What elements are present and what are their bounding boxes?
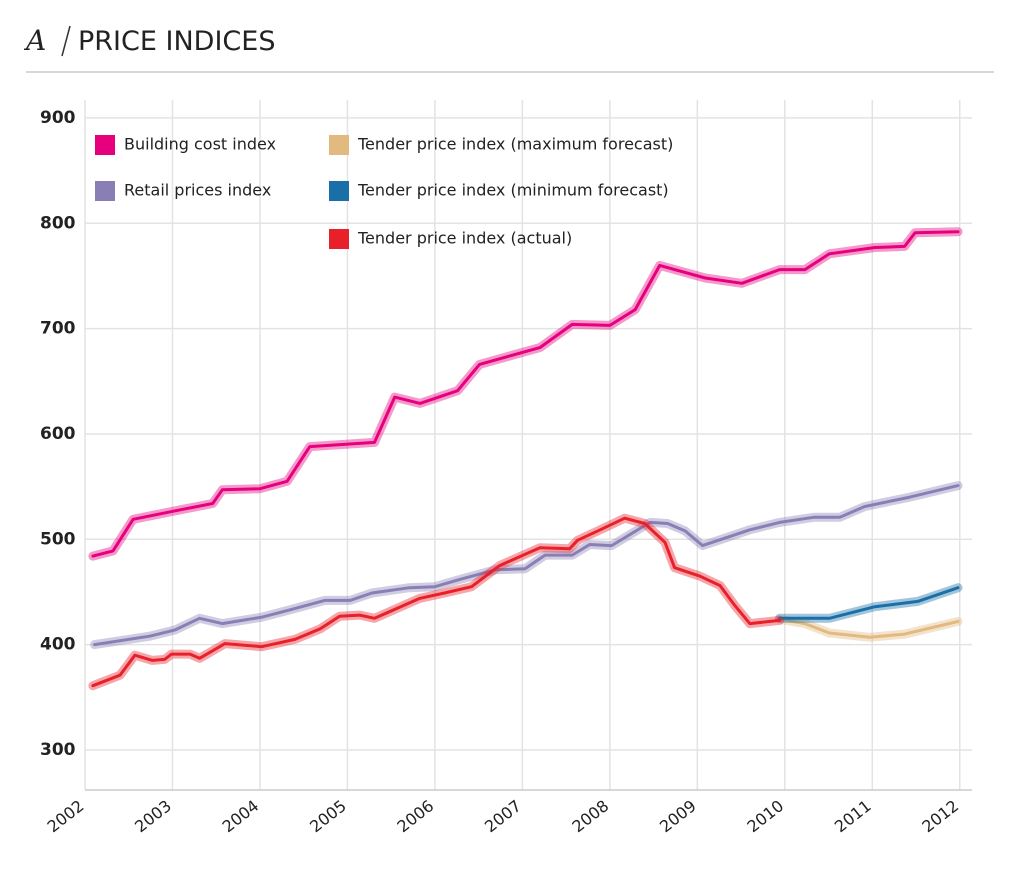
- x-tick-label: 2004: [219, 796, 263, 836]
- x-tick-label: 2005: [306, 796, 350, 836]
- chart-title: PRICE INDICES: [78, 26, 275, 57]
- series-line: [91, 230, 960, 558]
- separator: [61, 25, 71, 57]
- y-tick-label: 800: [40, 213, 76, 233]
- y-tick-label: 600: [40, 424, 76, 444]
- series-line: [91, 516, 782, 688]
- series-line: [778, 586, 960, 620]
- legend-swatch: [329, 135, 349, 155]
- legend-swatch: [95, 135, 115, 155]
- legend-swatch: [329, 181, 349, 201]
- y-tick-label: 300: [40, 740, 76, 760]
- x-tick-label: 2012: [918, 796, 962, 836]
- x-tick-label: 2003: [131, 796, 175, 836]
- legend-swatch: [329, 229, 349, 249]
- panel-label: A: [23, 24, 46, 57]
- series-halo: [88, 227, 963, 561]
- y-tick-label: 400: [40, 635, 76, 655]
- x-tick-label: 2010: [743, 796, 787, 836]
- series-line: [93, 484, 960, 647]
- legend-label: Tender price index (actual): [357, 229, 572, 248]
- legend-swatch: [95, 181, 115, 201]
- x-tick-label: 2009: [656, 796, 700, 836]
- series-halo: [775, 583, 963, 623]
- y-tick-label: 500: [40, 529, 76, 549]
- x-tick-label: 2002: [44, 796, 88, 836]
- x-tick-label: 2007: [481, 796, 525, 836]
- series-line: [778, 617, 960, 639]
- y-tick-label: 700: [40, 319, 76, 339]
- legend-label: Retail prices index: [124, 181, 271, 200]
- legend-label: Tender price index (maximum forecast): [357, 135, 673, 154]
- x-tick-label: 2011: [831, 796, 875, 836]
- legend-label: Tender price index (minimum forecast): [357, 181, 669, 200]
- x-tick-label: 2006: [394, 796, 438, 836]
- y-tick-label: 900: [40, 108, 76, 128]
- legend-label: Building cost index: [124, 135, 276, 154]
- series-halo: [88, 513, 785, 691]
- x-tick-label: 2008: [569, 796, 613, 836]
